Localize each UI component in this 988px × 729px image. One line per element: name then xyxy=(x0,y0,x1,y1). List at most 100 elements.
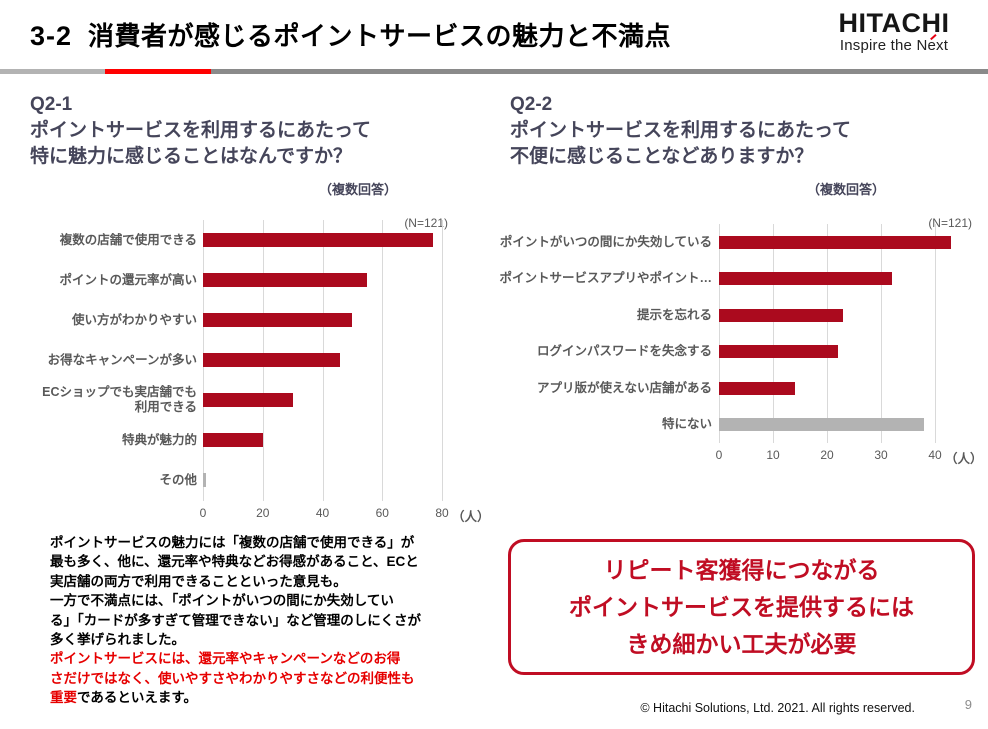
category-label: その他 xyxy=(159,472,197,487)
chart-row: 特にない xyxy=(488,407,978,444)
x-tick-label: 80 xyxy=(435,506,449,520)
category-label: アプリ版が使えない店舗がある xyxy=(536,380,712,395)
question-line: ポイントサービスを利用するにあたって xyxy=(30,120,372,141)
bar xyxy=(203,393,293,407)
summary-text: ポイントサービスの魅力には「複数の店舗で使用できる」が 最も多く、他に、還元率や… xyxy=(50,533,502,708)
x-tick-label: 20 xyxy=(256,506,270,520)
x-tick-label: 30 xyxy=(874,448,888,462)
callout-line: リピート客獲得につながる xyxy=(603,556,880,583)
x-tick-label: 0 xyxy=(715,448,723,462)
x-tick-label: 60 xyxy=(375,506,389,520)
category-label: ポイントサービスアプリやポイント… xyxy=(499,271,712,286)
x-tick-label: 0 xyxy=(199,506,207,520)
x-axis-unit-label: （人） xyxy=(945,452,983,466)
chart-row: ECショップでも実店舗でも 利用できる xyxy=(30,380,490,420)
bar xyxy=(719,381,795,395)
bar-track xyxy=(203,380,490,420)
question-code: Q2-1 xyxy=(30,94,73,115)
chart-row: その他 xyxy=(30,460,490,500)
category-label: 特にない xyxy=(661,417,712,432)
question-q2-1-heading: Q2-1 ポイントサービスを利用するにあたって 特に魅力に感じることはなんですか… xyxy=(30,92,480,170)
chart-row: 提示を忘れる xyxy=(488,297,978,334)
question-line: 特に魅力に感じることはなんですか？ xyxy=(30,146,353,167)
chart-row: 特典が魅力的 xyxy=(30,420,490,460)
category-label: ポイントがいつの間にか失効している xyxy=(499,234,712,249)
chart-row: ポイントがいつの間にか失効している xyxy=(488,224,978,261)
chart-row: お得なキャンペーンが多い xyxy=(30,340,490,380)
chart-row: ポイントの還元率が高い xyxy=(30,260,490,300)
bar xyxy=(203,473,206,487)
section-title: 消費者が感じるポイントサービスの魅力と不満点 xyxy=(88,21,672,51)
chart-row: ポイントサービスアプリやポイント… xyxy=(488,261,978,298)
x-axis-unit-label: （人） xyxy=(452,510,490,524)
bar-track xyxy=(203,300,490,340)
category-label: 提示を忘れる xyxy=(636,307,712,322)
callout-line: きめ細かい工夫が必要 xyxy=(626,630,857,657)
bar xyxy=(719,308,844,322)
bar xyxy=(719,235,952,249)
sample-size-left: (N=121) xyxy=(404,216,448,230)
chart-gridlines xyxy=(719,224,975,443)
bar-track xyxy=(203,340,490,380)
page-number: 9 xyxy=(964,697,972,712)
bar xyxy=(203,433,263,447)
multi-answer-note-left: （複数回答） xyxy=(318,182,397,197)
bar-chart-q2-1: 複数の店舗で使用できる ポイントの還元率が高い使い方がわかりやすいお得なキャンペー… xyxy=(30,220,490,524)
page-title: 3-2 消費者が感じるポイントサービスの魅力と不満点 xyxy=(30,16,671,53)
category-label: 複数の店舗で使用できる xyxy=(59,232,197,247)
callout-line: ポイントサービスを提供するには xyxy=(569,593,914,620)
hitachi-logo: HITACHI Inspire the Next xyxy=(814,10,974,55)
question-line: 不便に感じることなどありますか？ xyxy=(510,146,814,167)
hitachi-logo-wordmark: HITACHI xyxy=(838,8,950,38)
x-tick-label: 10 xyxy=(766,448,780,462)
summary-body-text: であるといえます。 xyxy=(77,690,198,706)
category-label: 使い方がわかりやすい xyxy=(71,312,197,327)
bar-track xyxy=(719,224,978,261)
x-tick-label: 20 xyxy=(820,448,834,462)
x-tick-label: 40 xyxy=(315,506,330,520)
copyright-notice: © Hitachi Solutions, Ltd. 2021. All righ… xyxy=(640,701,915,715)
gridline xyxy=(881,224,882,443)
question-code: Q2-2 xyxy=(510,94,553,115)
gridline xyxy=(382,220,384,501)
summary-highlight-text: ポイントサービスには、還元率やキャンペーンなどのお得 さだけではなく、使いやすさ… xyxy=(50,651,415,706)
category-label: お得なキャンペーンが多い xyxy=(47,352,197,367)
bar xyxy=(203,273,368,287)
gridline xyxy=(442,220,443,501)
bar xyxy=(203,353,341,367)
bar-chart-q2-2: ポイントがいつの間にか失効している ポイントサービスアプリやポイント… 提示を忘れる… xyxy=(488,224,983,469)
category-label: ECショップでも実店舗でも 利用できる xyxy=(42,385,197,414)
header-divider xyxy=(0,69,988,74)
chart-row: 複数の店舗で使用できる xyxy=(30,220,490,260)
bar-track xyxy=(203,260,490,300)
bar xyxy=(203,313,353,327)
bar xyxy=(719,272,892,286)
bar-track xyxy=(203,460,490,500)
question-line: ポイントサービスを利用するにあたって xyxy=(510,120,852,141)
x-tick-label: 40 xyxy=(928,448,942,462)
bar-track xyxy=(719,407,978,444)
gridline xyxy=(827,224,828,443)
bar-track xyxy=(719,370,978,407)
section-number: 3-2 xyxy=(30,21,73,51)
divider-segment-light xyxy=(0,69,105,74)
bar-track xyxy=(719,261,978,298)
multi-answer-note-right: （複数回答） xyxy=(806,182,885,197)
bar-track xyxy=(719,334,978,371)
question-q2-2-heading: Q2-2 ポイントサービスを利用するにあたって 不便に感じることなどありますか？ xyxy=(510,92,975,170)
bar xyxy=(719,418,925,432)
category-label: ポイントの還元率が高い xyxy=(59,272,197,287)
divider-segment-red xyxy=(105,69,211,74)
summary-body-text: ポイントサービスの魅力には「複数の店舗で使用できる」が 最も多く、他に、還元率や… xyxy=(50,535,421,648)
gridline xyxy=(773,224,774,443)
chart-row: 使い方がわかりやすい xyxy=(30,300,490,340)
bar-track xyxy=(719,297,978,334)
sample-size-right: (N=121) xyxy=(928,216,972,230)
bar-track xyxy=(203,420,490,460)
conclusion-callout-box: リピート客獲得につながるポイントサービスを提供するには きめ細かい工夫が必要 xyxy=(508,539,975,675)
category-label: ログインパスワードを失念する xyxy=(536,344,712,359)
category-label: 特典が魅力的 xyxy=(121,432,197,447)
chart-row: アプリ版が使えない店舗がある xyxy=(488,370,978,407)
gridline xyxy=(719,224,720,443)
